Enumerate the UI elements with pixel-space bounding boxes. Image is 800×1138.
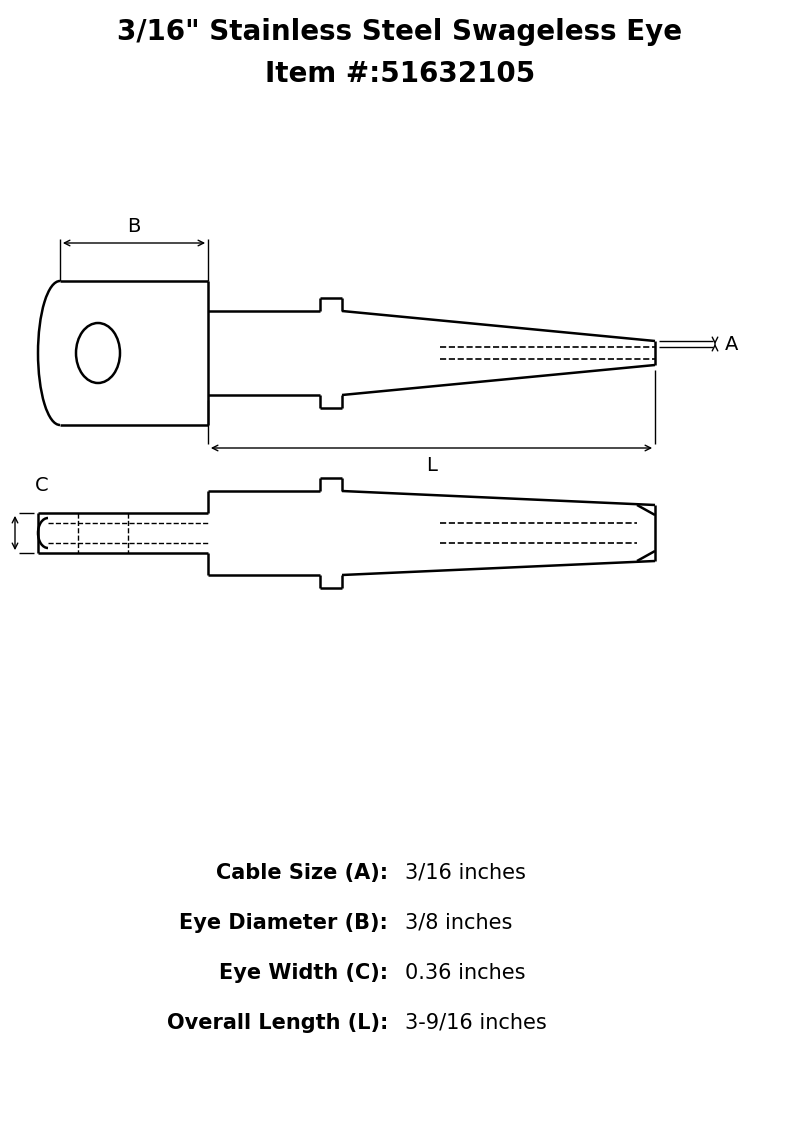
Text: 3/16 inches: 3/16 inches (405, 863, 526, 883)
Text: C: C (35, 476, 49, 495)
Text: Item #:51632105: Item #:51632105 (265, 60, 535, 88)
Text: Eye Width (C):: Eye Width (C): (219, 963, 388, 983)
Text: L: L (426, 456, 437, 475)
Text: Overall Length (L):: Overall Length (L): (166, 1013, 388, 1033)
Text: 0.36 inches: 0.36 inches (405, 963, 526, 983)
Text: Cable Size (A):: Cable Size (A): (216, 863, 388, 883)
Text: 3-9/16 inches: 3-9/16 inches (405, 1013, 546, 1033)
Text: 3/16" Stainless Steel Swageless Eye: 3/16" Stainless Steel Swageless Eye (118, 18, 682, 46)
Text: Eye Diameter (B):: Eye Diameter (B): (179, 913, 388, 933)
Text: 3/8 inches: 3/8 inches (405, 913, 512, 933)
Text: A: A (725, 335, 738, 354)
Text: B: B (127, 217, 141, 236)
